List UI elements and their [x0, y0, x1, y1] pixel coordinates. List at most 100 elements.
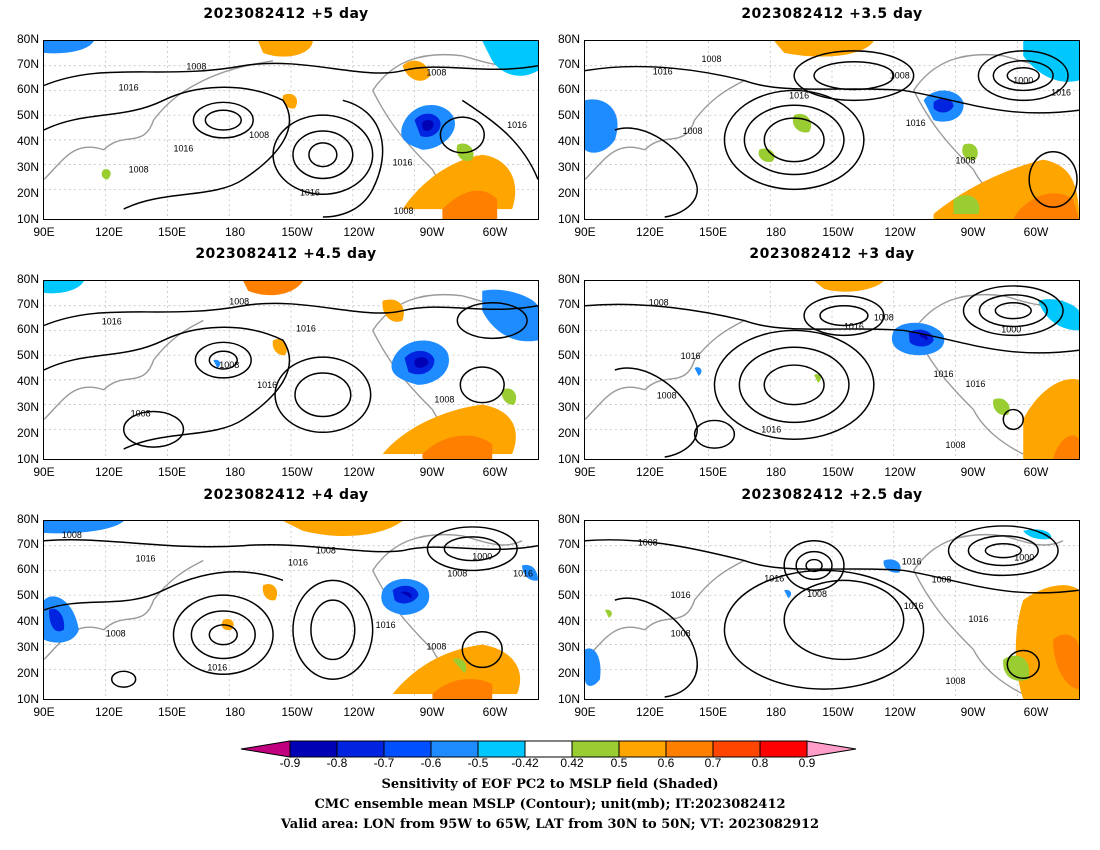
contour-label-1016: 1016 — [102, 317, 122, 327]
panel-title-2: 2023082412 +3.5 day — [741, 6, 923, 22]
contour-label-1016: 1016 — [136, 554, 156, 564]
lat-label: 50N — [16, 348, 39, 362]
contour-labels: 1008 1016 1008 1016 1016 1008 1016 1016 … — [119, 62, 527, 216]
map-plot-2: 1016 1008 1008 1016 1016 1008 1000 1016 … — [585, 41, 1079, 219]
lon-label: 60W — [1023, 705, 1049, 719]
lon-label: 180 — [765, 705, 787, 719]
map-panel-4: 1008 1008 1016 1016 1008 1016 1016 1016 … — [584, 280, 1080, 460]
lon-label: 150W — [822, 225, 854, 239]
lat-label: 70N — [16, 57, 39, 71]
contour-label-1008-c: 1008 — [657, 391, 677, 401]
lon-label: 150E — [698, 705, 728, 719]
lat-label: 20N — [557, 186, 580, 200]
contour-label-1008-d: 1008 — [932, 574, 952, 584]
contour-label-1016-b: 1016 — [296, 323, 316, 333]
lon-label: 60W — [1023, 225, 1049, 239]
shading — [44, 281, 538, 459]
lat-label: 70N — [557, 537, 580, 551]
contours — [585, 50, 1079, 218]
lat-label: 40N — [557, 374, 580, 388]
lat-label: 10N — [557, 212, 580, 226]
lat-label: 80N — [16, 512, 39, 526]
lat-label: 30N — [557, 160, 580, 174]
contour-label-1016-b: 1016 — [789, 90, 809, 100]
colorbar-label: -0.9 — [279, 756, 301, 770]
lon-label: 180 — [224, 705, 246, 719]
contour-label-1016: 1016 — [119, 82, 139, 92]
lat-label: 40N — [16, 614, 39, 628]
shading — [585, 529, 1079, 699]
colorbar-label: -0.6 — [420, 756, 442, 770]
colorbar-box — [571, 740, 620, 758]
contour-label-1016-e: 1016 — [507, 120, 527, 130]
lon-label: 150E — [157, 225, 187, 239]
lon-label: 60W — [482, 225, 508, 239]
contour-label-1016-b: 1016 — [764, 573, 784, 583]
contour-label-1016-e: 1016 — [376, 620, 396, 630]
contour-label-1008: 1008 — [638, 538, 658, 548]
contour-label-1016-c: 1016 — [513, 568, 533, 578]
contour-label-1016-c: 1016 — [902, 557, 922, 567]
colorbar-label: -0.7 — [373, 756, 395, 770]
lon-label: 180 — [765, 225, 787, 239]
lon-label: 60W — [482, 465, 508, 479]
lat-label: 80N — [557, 32, 580, 46]
colorbar-label: 0.9 — [798, 756, 816, 770]
map-panel-2: 1016 1008 1008 1016 1016 1008 1000 1016 … — [584, 40, 1080, 220]
colorbar-right-arrow — [806, 740, 857, 758]
lat-label: 30N — [557, 640, 580, 654]
contour-label-1016: 1016 — [671, 590, 691, 600]
contour-label-1008-b: 1008 — [874, 313, 894, 323]
lat-label: 10N — [557, 692, 580, 706]
coastlines — [585, 293, 1064, 455]
panel-title-1: 2023082412 +5 day — [203, 6, 369, 22]
lon-label: 120W — [343, 465, 375, 479]
lat-label: 70N — [16, 537, 39, 551]
lat-label: 20N — [16, 666, 39, 680]
lon-label: 120W — [884, 705, 916, 719]
lon-label: 90E — [33, 225, 55, 239]
lon-label: 120E — [94, 705, 124, 719]
lat-label: 10N — [557, 452, 580, 466]
contours — [585, 285, 1079, 458]
contour-label-1008-b: 1008 — [249, 130, 269, 140]
contour-label-1016-b: 1016 — [173, 144, 193, 154]
lon-label: 90E — [574, 465, 596, 479]
lat-label: 10N — [16, 212, 39, 226]
lat-label: 70N — [557, 57, 580, 71]
lat-label: 40N — [557, 134, 580, 148]
lat-label: 60N — [557, 82, 580, 96]
lat-label: 50N — [16, 108, 39, 122]
lon-label: 120E — [94, 465, 124, 479]
colorbar-box — [665, 740, 714, 758]
lat-label: 50N — [16, 588, 39, 602]
map-plot-1: 1008 1016 1008 1016 1016 1008 1016 1016 … — [44, 41, 538, 219]
lat-label: 40N — [16, 134, 39, 148]
lat-label: 50N — [557, 108, 580, 122]
colorbar-box — [477, 740, 526, 758]
contour-label-1008: 1008 — [229, 297, 249, 307]
lon-label: 90W — [960, 465, 986, 479]
lon-label: 120E — [635, 465, 665, 479]
contour-label-1016-c: 1016 — [906, 118, 926, 128]
contour-labels: 1016 1008 1008 1016 1016 1008 1000 1016 … — [653, 54, 1071, 166]
colorbar-label: -0.5 — [467, 756, 489, 770]
map-panel-5: 1008 1016 1008 1016 1008 1000 1016 1008 … — [43, 520, 539, 700]
contour-label-1008-c: 1008 — [447, 568, 467, 578]
colorbar-box — [712, 740, 761, 758]
lat-label: 60N — [16, 82, 39, 96]
contour-label-1008-d: 1008 — [946, 440, 966, 450]
shading — [44, 41, 538, 219]
lon-label: 150E — [698, 465, 728, 479]
contour-label-1016-c: 1016 — [300, 187, 320, 197]
contour-label-1016: 1016 — [653, 67, 673, 77]
colorbar-label: -0.8 — [326, 756, 348, 770]
panel-title-4: 2023082412 +3 day — [749, 246, 915, 262]
lon-label: 90W — [960, 705, 986, 719]
lon-label: 180 — [224, 465, 246, 479]
shading — [694, 281, 1079, 459]
contour-label-1008-b: 1008 — [316, 546, 336, 556]
contour-labels: 1008 1008 1016 1016 1008 1016 1016 1016 … — [649, 298, 1022, 450]
colorbar-label: -0.42 — [511, 756, 539, 770]
colorbar-box — [336, 740, 385, 758]
